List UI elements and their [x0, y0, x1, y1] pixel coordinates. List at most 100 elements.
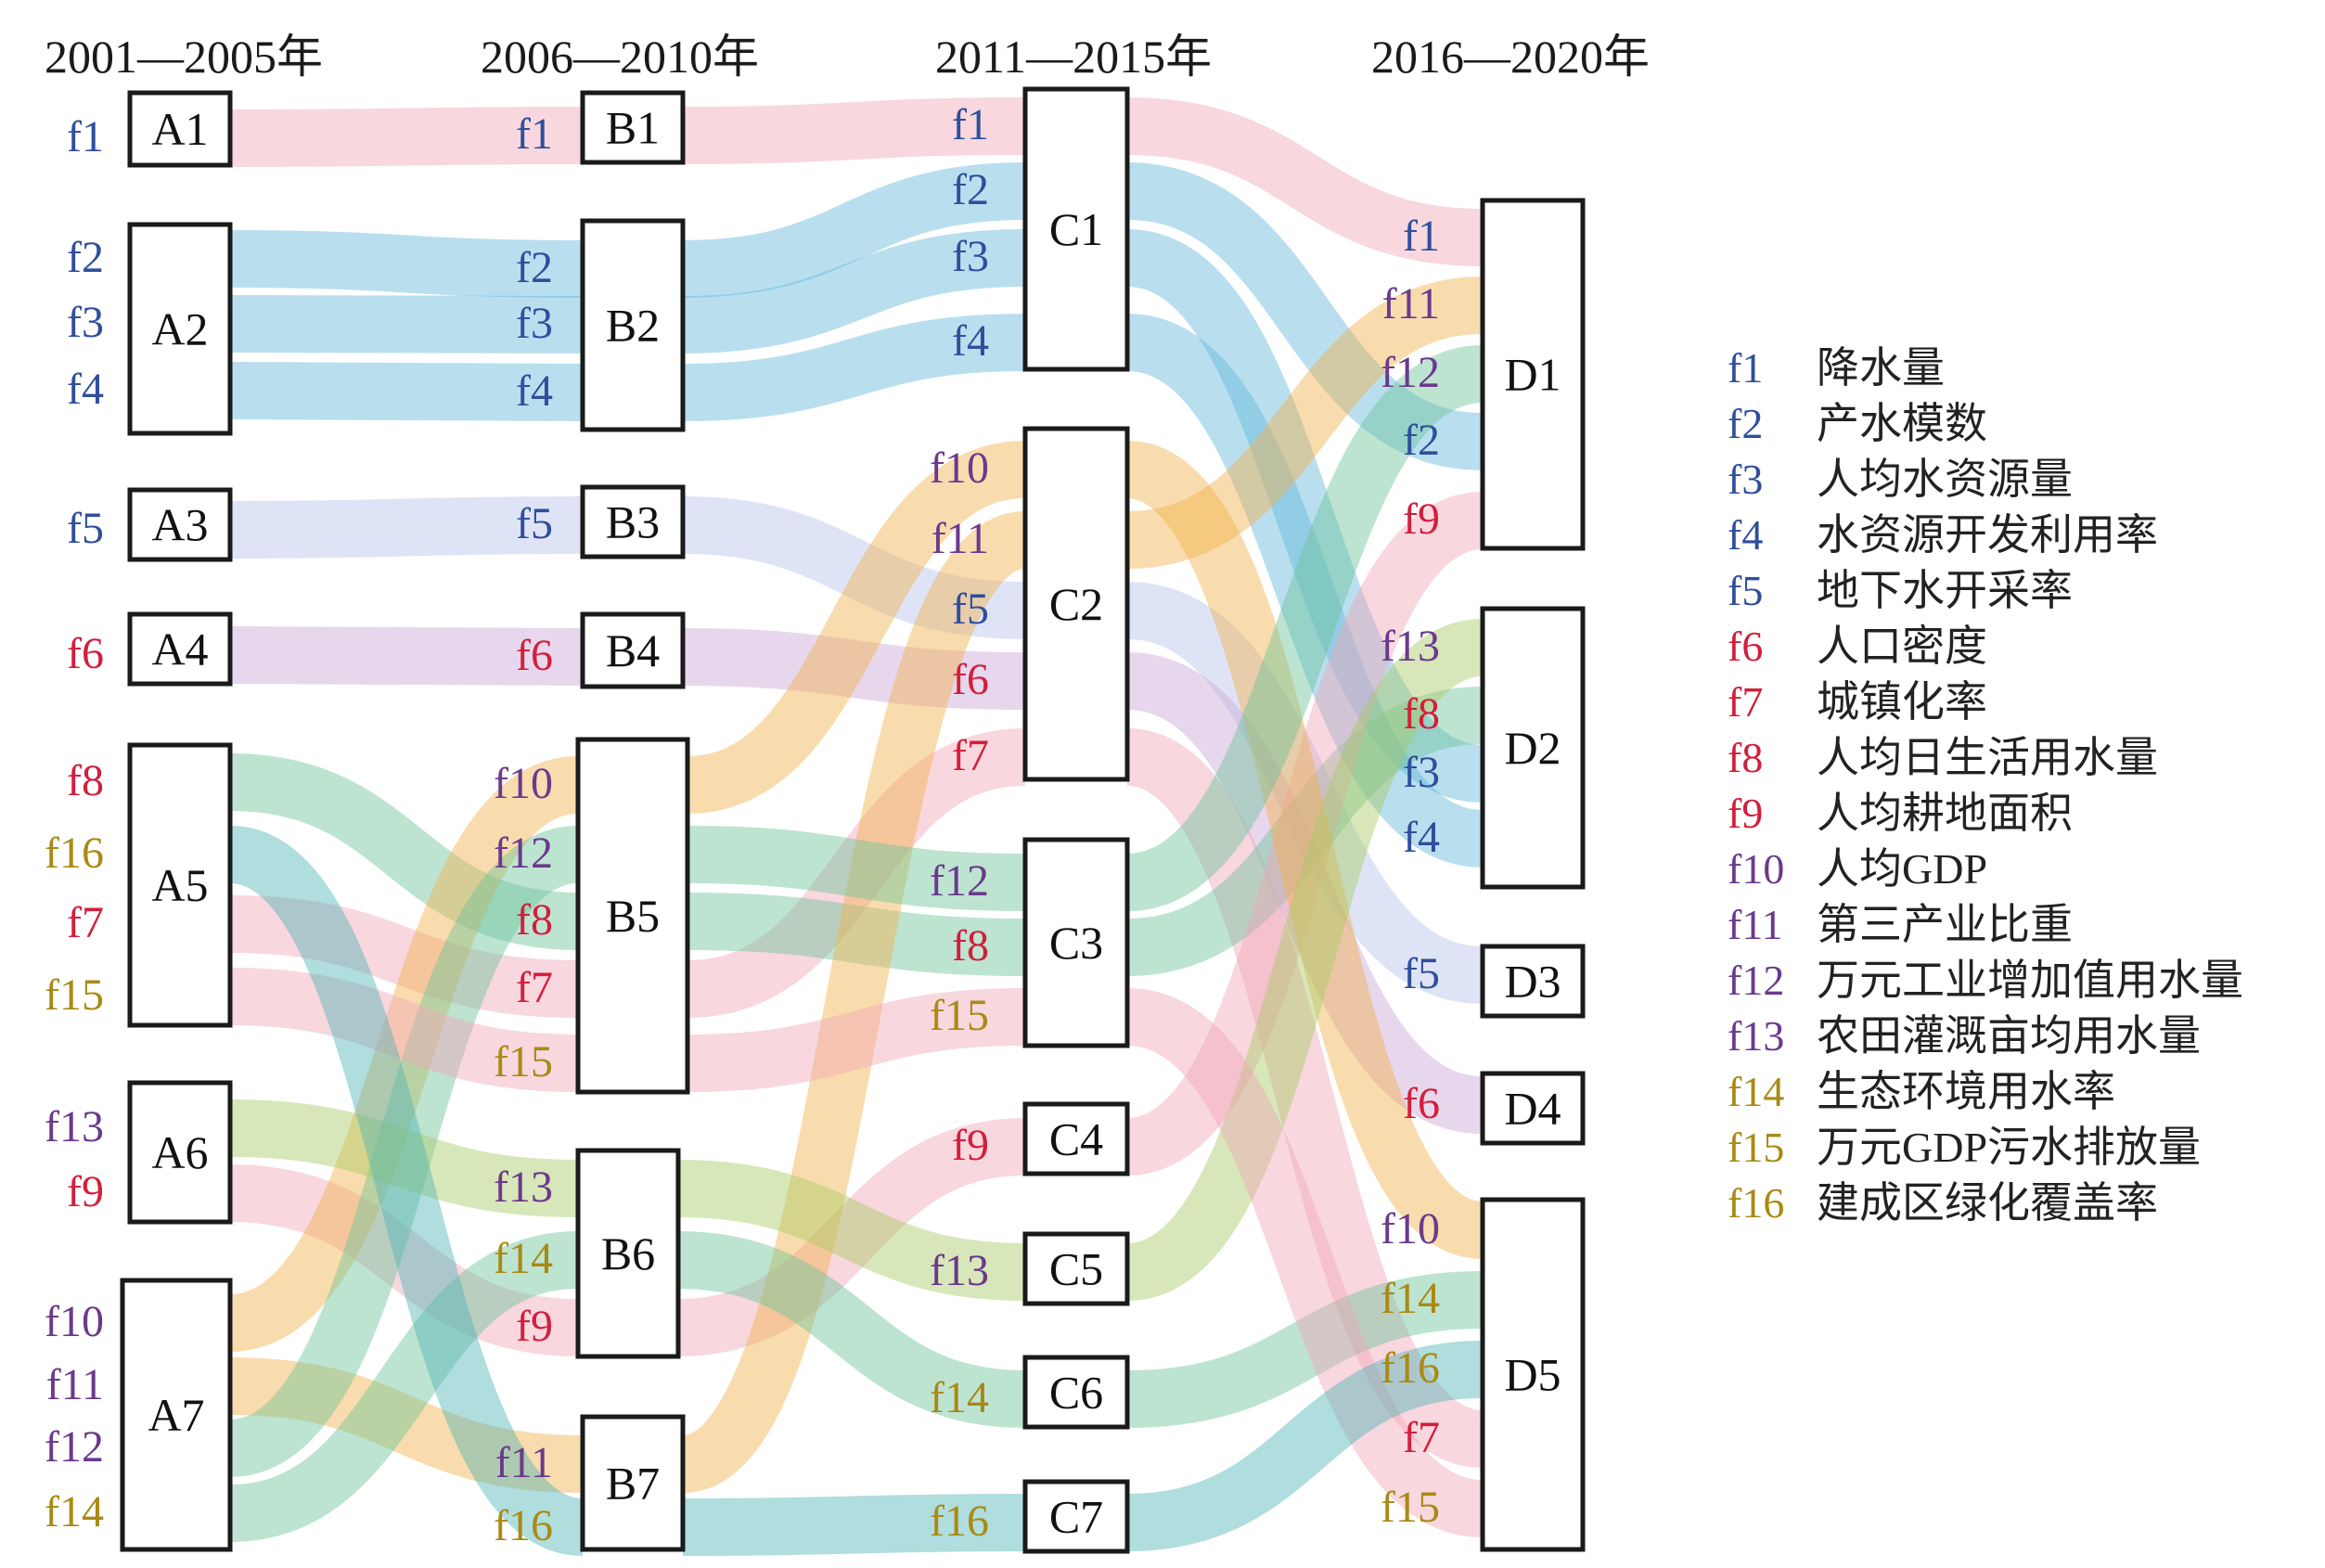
legend-code: f6	[1728, 623, 1763, 670]
node-label-B1: B1	[606, 102, 660, 154]
factor-label-B1-f1: f1	[516, 109, 553, 159]
legend-name: 第三产业比重	[1817, 901, 2073, 948]
flow-band-f8-C3-D2	[1125, 687, 1484, 976]
legend-code: f4	[1728, 511, 1763, 559]
flow-band-f11-B7-C2	[678, 511, 1030, 1493]
factor-label-B4-f6: f6	[516, 631, 553, 680]
node-box-C3	[1022, 837, 1130, 1048]
node-box-C6	[1022, 1355, 1130, 1430]
flow-band-f9-C4-D1	[1124, 492, 1485, 1176]
legend-name: 地下水开采率	[1817, 567, 2073, 614]
period-header-3: 2011—2015年	[935, 31, 1212, 83]
node-box-B3	[580, 484, 686, 559]
factor-label-A5-f16: f16	[45, 829, 104, 878]
node-box-A4	[127, 611, 233, 687]
node-label-A4: A4	[151, 623, 208, 675]
flow-band-f13-A6-B6	[229, 1099, 579, 1217]
node-label-C4: C4	[1049, 1113, 1103, 1165]
factor-label-A7-f10: f10	[45, 1297, 104, 1346]
legend-code: f7	[1728, 678, 1763, 726]
node-C1: C1	[1022, 86, 1130, 372]
factor-label-D3-f5: f5	[1403, 949, 1440, 998]
flow-band-f6-B4-C2	[682, 628, 1026, 710]
flow-band-f4-C1-D2	[1124, 314, 1485, 868]
legend-name: 产水模数	[1817, 400, 1987, 447]
factor-label-C2-f6: f6	[952, 655, 989, 704]
factor-label-D1-f1: f1	[1403, 212, 1440, 261]
node-box-A7	[120, 1278, 233, 1552]
node-box-B5	[575, 737, 690, 1095]
factor-label-D2-f8: f8	[1403, 689, 1440, 739]
legend-code: f15	[1728, 1124, 1784, 1171]
legend-name: 降水量	[1817, 344, 1945, 392]
legend-item-f11: f11 第三产业比重	[1728, 901, 2073, 948]
legend-item-f15: f15 万元GDP污水排放量	[1728, 1124, 2201, 1171]
factor-label-A4-f6: f6	[67, 629, 104, 678]
flow-band-f1-B1-C1	[682, 97, 1026, 164]
flow-band-f14-C6-D5	[1126, 1271, 1484, 1428]
flow-band-f3-A2-B2	[229, 295, 584, 353]
legend-item-f10: f10 人均GDP	[1728, 845, 1987, 893]
factor-label-A5-f15: f15	[45, 970, 104, 1020]
factor-label-B5-f7: f7	[516, 963, 553, 1012]
flow-band-f11-A7-B7	[229, 1357, 584, 1493]
flow-band-f10-C2-D5	[1124, 441, 1486, 1259]
node-B5: B5	[575, 737, 690, 1095]
factor-label-A3-f5: f5	[67, 504, 104, 553]
factor-label-A2-f3: f3	[67, 298, 104, 347]
node-A2: A2	[127, 222, 233, 436]
factor-label-B7-f11: f11	[495, 1438, 553, 1487]
flow-band-f2-B2-C1	[682, 162, 1026, 298]
legend-code: f9	[1728, 790, 1763, 837]
factor-label-A7-f12: f12	[45, 1422, 104, 1472]
factor-label-C4-f9: f9	[952, 1121, 989, 1170]
flow-band-f13-C5-D2	[1124, 619, 1485, 1301]
node-box-D1	[1480, 198, 1586, 551]
flow-band-f14-B6-C6	[677, 1231, 1026, 1428]
factor-label-B2-f4: f4	[516, 366, 553, 416]
node-C2: C2	[1022, 426, 1130, 782]
factor-label-A2-f4: f4	[67, 365, 104, 414]
legend-item-f6: f6 人口密度	[1728, 623, 1987, 670]
factor-label-B3-f5: f5	[516, 499, 553, 548]
node-label-A1: A1	[151, 103, 208, 155]
period-headers: 2001—2005年 2006—2010年 2011—2015年 2016—2020年	[45, 31, 1650, 83]
node-label-C5: C5	[1049, 1243, 1103, 1295]
node-label-A5: A5	[151, 859, 208, 911]
node-label-A7: A7	[148, 1389, 204, 1441]
node-label-C1: C1	[1049, 203, 1103, 255]
node-A5: A5	[127, 742, 233, 1028]
flow-band-f8-B5-C3	[687, 893, 1026, 976]
node-label-A6: A6	[151, 1126, 208, 1178]
flow-band-f16-C7-D5	[1126, 1341, 1484, 1551]
flow-band-f12-A7-B5	[227, 826, 581, 1477]
stage-nodes: A1 A2 A3 A4 A5 A6 A7 B1 B2 B3 B4 B5 B6 B7 C1 C2 C3 C4 C5 C6…	[120, 86, 1586, 1554]
legend-code: f3	[1728, 456, 1763, 503]
factor-label-C7-f16: f16	[930, 1497, 989, 1546]
node-A7: A7	[120, 1278, 233, 1552]
factor-label-B5-f10: f10	[494, 759, 553, 808]
node-label-B5: B5	[606, 890, 660, 942]
factor-label-A6-f13: f13	[45, 1102, 104, 1151]
factor-label-B6-f13: f13	[494, 1163, 553, 1212]
legend-name: 人均日生活用水量	[1817, 734, 2158, 781]
flow-band-f4-B2-C1	[682, 314, 1026, 421]
flow-band-f5-B3-C2	[682, 496, 1026, 639]
legend-item-f12: f12 万元工业增加值用水量	[1728, 957, 2243, 1004]
legend-code: f11	[1728, 901, 1783, 948]
flow-band-f8-A5-B5	[229, 753, 579, 950]
factor-label-B5-f15: f15	[494, 1037, 553, 1086]
flow-band-f5-A3-B3	[229, 496, 584, 559]
legend-name: 水资源开发利用率	[1817, 511, 2158, 559]
node-D2: D2	[1480, 606, 1586, 890]
legend-code: f13	[1728, 1012, 1784, 1060]
node-box-C5	[1022, 1231, 1130, 1306]
factor-label-D5-f10: f10	[1381, 1204, 1440, 1253]
legend-name: 人均耕地面积	[1817, 790, 2073, 837]
flow-band-f6-C2-D4	[1124, 652, 1485, 1134]
node-A6: A6	[127, 1080, 233, 1225]
factor-label-B6-f14: f14	[494, 1234, 553, 1283]
node-box-D3	[1480, 944, 1586, 1019]
node-label-B4: B4	[606, 624, 660, 676]
